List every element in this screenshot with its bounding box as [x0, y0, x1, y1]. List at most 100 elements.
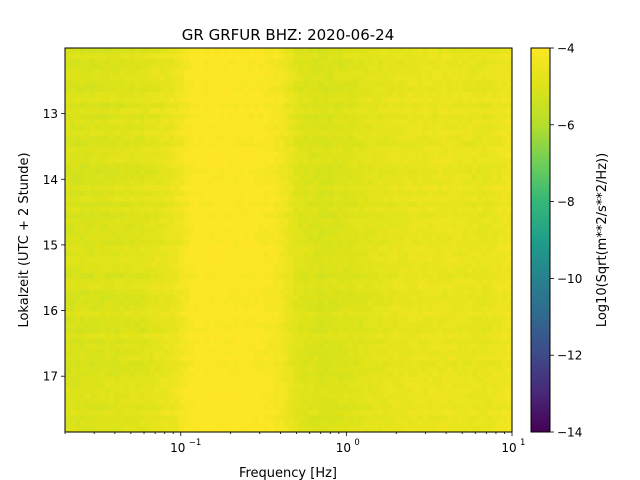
heatmap-cell	[94, 119, 101, 126]
heatmap-cell	[184, 135, 190, 142]
heatmap-cell	[348, 53, 354, 60]
heatmap-cell	[119, 305, 126, 312]
heatmap-cell	[228, 146, 235, 153]
heatmap-cell	[462, 69, 468, 77]
heatmap-cell	[114, 333, 121, 340]
heatmap-cell	[263, 185, 270, 192]
heatmap-cell	[104, 196, 111, 203]
heatmap-cell	[432, 229, 439, 236]
heatmap-cell	[303, 190, 309, 197]
heatmap-cell	[129, 261, 136, 269]
heatmap-cell	[328, 168, 334, 175]
heatmap-cell	[139, 157, 146, 164]
heatmap-cell	[273, 108, 280, 115]
heatmap-cell	[109, 261, 116, 269]
heatmap-cell	[502, 229, 508, 236]
heatmap-cell	[323, 130, 329, 137]
heatmap-cell	[402, 168, 409, 175]
heatmap-cell	[442, 179, 449, 186]
heatmap-cell	[288, 75, 295, 82]
heatmap-cell	[402, 113, 409, 120]
heatmap-cell	[422, 48, 429, 55]
heatmap-cell	[502, 124, 508, 131]
heatmap-cell	[174, 267, 180, 274]
heatmap-cell	[263, 152, 270, 159]
heatmap-cell	[94, 218, 101, 225]
heatmap-cell	[69, 305, 76, 312]
heatmap-cell	[377, 316, 384, 323]
heatmap-cell	[114, 97, 121, 104]
heatmap-cell	[288, 283, 295, 290]
heatmap-cell	[353, 322, 359, 329]
heatmap-cell	[69, 245, 76, 252]
heatmap-cell	[477, 157, 483, 164]
heatmap-cell	[238, 124, 245, 131]
heatmap-cell	[209, 305, 215, 312]
heatmap-cell	[462, 272, 468, 279]
heatmap-cell	[447, 234, 453, 241]
heatmap-cell	[387, 311, 394, 318]
heatmap-cell	[333, 113, 339, 120]
heatmap-cell	[209, 130, 215, 137]
heatmap-cell	[199, 53, 205, 60]
heatmap-cell	[169, 256, 175, 263]
heatmap-cell	[452, 250, 458, 258]
heatmap-cell	[253, 229, 260, 236]
heatmap-cell	[407, 135, 414, 142]
heatmap-cell	[343, 113, 349, 120]
heatmap-cell	[149, 201, 155, 208]
heatmap-cell	[223, 86, 230, 93]
heatmap-cell	[482, 130, 488, 137]
heatmap-cell	[372, 80, 379, 87]
heatmap-cell	[412, 316, 419, 323]
heatmap-cell	[218, 185, 225, 192]
heatmap-cell	[308, 130, 314, 137]
heatmap-cell	[442, 344, 449, 351]
heatmap-cell	[159, 278, 165, 285]
heatmap-cell	[283, 168, 290, 175]
heatmap-cell	[169, 141, 175, 148]
heatmap-cell	[358, 179, 364, 186]
heatmap-cell	[447, 278, 453, 285]
heatmap-cell	[417, 113, 424, 120]
heatmap-cell	[134, 212, 141, 219]
heatmap-cell	[243, 283, 250, 290]
heatmap-cell	[477, 48, 483, 55]
heatmap-cell	[258, 185, 265, 192]
heatmap-cell	[358, 316, 364, 323]
heatmap-cell	[367, 130, 374, 137]
heatmap-cell	[174, 250, 180, 258]
heatmap-cell	[303, 289, 309, 296]
heatmap-cell	[223, 48, 230, 55]
heatmap-cell	[367, 69, 374, 77]
heatmap-cell	[482, 207, 488, 214]
heatmap-cell	[407, 80, 414, 87]
heatmap-cell	[348, 102, 354, 109]
heatmap-cell	[258, 294, 265, 301]
heatmap-cell	[417, 75, 424, 82]
heatmap-cell	[387, 207, 394, 214]
heatmap-cell	[233, 141, 240, 148]
heatmap-cell	[159, 207, 165, 214]
heatmap-cell	[417, 218, 424, 225]
heatmap-cell	[412, 146, 419, 153]
heatmap-cell	[447, 135, 453, 142]
heatmap-cell	[432, 119, 439, 126]
heatmap-cell	[94, 300, 101, 307]
heatmap-cell	[228, 218, 235, 225]
heatmap-cell	[238, 261, 245, 269]
heatmap-cell	[69, 322, 76, 329]
heatmap-cell	[382, 316, 389, 323]
heatmap-cell	[134, 278, 141, 285]
heatmap-cell	[164, 201, 170, 208]
heatmap-cell	[268, 152, 275, 159]
heatmap-cell	[228, 305, 235, 312]
heatmap-cell	[149, 322, 155, 329]
heatmap-cell	[427, 108, 434, 115]
heatmap-cell	[159, 250, 165, 258]
heatmap-cell	[497, 157, 503, 164]
heatmap-cell	[338, 229, 344, 236]
heatmap-cell	[338, 152, 344, 159]
heatmap-cell	[189, 212, 195, 219]
heatmap-cell	[343, 102, 349, 109]
